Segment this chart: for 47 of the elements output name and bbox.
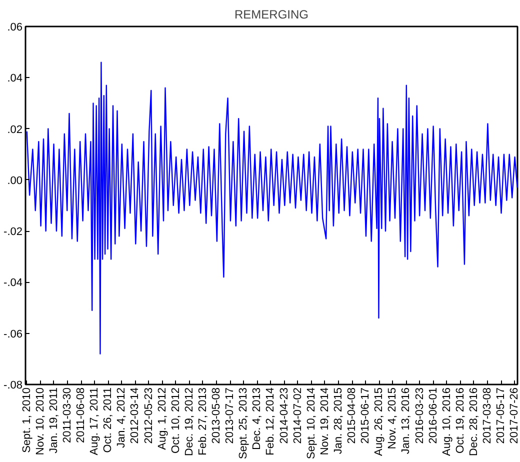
- y-tick-label: .04: [7, 72, 23, 85]
- x-tick-label: 2017-05-17: [495, 387, 508, 444]
- x-tick-label: 2015-04-08: [346, 387, 358, 444]
- x-tick-label: Sept. 10, 2014: [305, 387, 318, 460]
- x-tick-label: Nov. 10, 2010: [34, 387, 46, 456]
- x-tick-label: 2012-05-23: [142, 387, 155, 444]
- x-tick-label: Aug. 1, 2012: [156, 387, 168, 450]
- y-tick-label: .02: [7, 124, 23, 136]
- x-tick-label: Oct. 19, 2016: [454, 387, 466, 454]
- y-tick-label: -.04: [4, 277, 23, 290]
- x-tick-label: Oct. 10, 2012: [170, 387, 182, 454]
- x-tick-label: 2017-03-08: [482, 387, 494, 444]
- x-tick-label: Aug. 10, 2016: [440, 387, 453, 456]
- x-tick-label: Jan. 28, 2015: [332, 387, 344, 454]
- x-tick-label: Jan. 13, 2016: [400, 387, 412, 454]
- x-tick-label: 2014-04-23: [278, 387, 290, 444]
- x-tick-label: Feb. 27, 2013: [196, 387, 209, 456]
- x-tick-label: Feb. 12, 2014: [264, 387, 277, 456]
- x-tick-label: 2013-07-17: [224, 387, 236, 444]
- y-tick-label: -.08: [4, 380, 23, 392]
- x-tick-label: 2011-06-08: [75, 388, 88, 443]
- x-tick-label: Jan. 19, 2011: [48, 387, 60, 454]
- y-tick-label: .06: [7, 22, 23, 34]
- x-tick-label: 2016-03-23: [414, 387, 426, 444]
- x-tick-label: Nov. 19, 2014: [318, 387, 331, 456]
- x-tick-label: 2017-07-26: [508, 387, 520, 444]
- x-tick-label: Nov. 4, 2015: [386, 387, 399, 450]
- x-tick-label: 2015-06-17: [360, 387, 372, 444]
- x-tick-label: Dec. 4, 2013: [251, 388, 264, 450]
- x-tick-label: 2013-05-08: [210, 387, 223, 444]
- x-tick-label: 2012-03-14: [129, 387, 142, 444]
- x-tick-label: Dec. 19, 2012: [183, 387, 196, 456]
- x-tick-label: 2014-07-02: [292, 387, 304, 444]
- y-tick-label: .00: [7, 174, 23, 187]
- x-tick-label: Aug. 17, 2011: [88, 388, 101, 456]
- x-tick-label: Sept. 1, 2010: [20, 387, 33, 453]
- x-tick-label: Jan. 4, 2012: [116, 387, 128, 448]
- x-tick-label: Sept. 25, 2013: [238, 387, 250, 460]
- x-tick-label: 2011-03-30: [62, 388, 74, 443]
- x-tick-label: Aug. 26, 2015: [373, 387, 386, 456]
- y-tick-label: -.02: [4, 226, 23, 238]
- y-tick-label: -.06: [4, 328, 23, 340]
- x-tick-label: Dec. 28, 2016: [468, 387, 480, 456]
- x-tick-label: 2016-06-01: [427, 387, 440, 444]
- line-series: [26, 62, 518, 354]
- x-tick-label: Oct. 26, 2011: [102, 387, 114, 453]
- chart-title: REMERGING: [234, 8, 309, 22]
